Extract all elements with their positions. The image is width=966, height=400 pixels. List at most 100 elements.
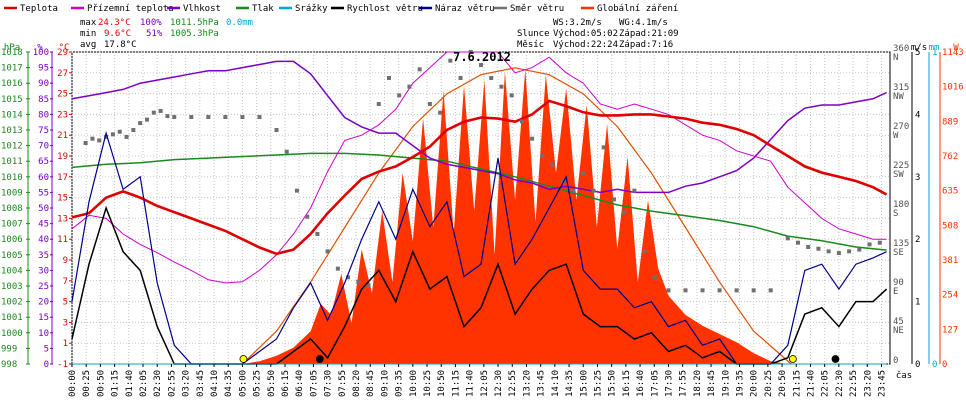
pressure-tick-label: 1015 bbox=[1, 95, 23, 105]
stat-max-label: max bbox=[80, 18, 97, 28]
time-tick-label: 15:00 bbox=[579, 370, 589, 397]
sunset-time: Západ:21:09 bbox=[619, 29, 679, 39]
time-tick-label: 20:50 bbox=[778, 370, 788, 397]
direction-tick-label: SW bbox=[893, 170, 904, 180]
wind-direction-point bbox=[734, 288, 739, 293]
wind-direction-point bbox=[877, 240, 882, 245]
time-tick-label: 10:25 bbox=[423, 370, 433, 397]
wind-direction-point bbox=[356, 279, 361, 284]
wind-direction-point bbox=[325, 249, 330, 254]
legend-label: Vlhkost bbox=[183, 4, 221, 14]
time-tick-label: 09:10 bbox=[380, 370, 390, 397]
time-tick-label: 13:20 bbox=[522, 370, 532, 397]
time-tick-label: 07:30 bbox=[324, 370, 334, 397]
wind-direction-point bbox=[376, 102, 381, 106]
humidity-tick-label: 75 bbox=[38, 126, 49, 136]
time-tick-label: 01:40 bbox=[125, 370, 135, 397]
time-tick-label: 02:30 bbox=[153, 370, 163, 397]
humidity-tick-label: 45 bbox=[38, 220, 49, 230]
wind-direction-point bbox=[427, 102, 432, 106]
wind-direction-point bbox=[189, 115, 194, 119]
time-tick-label: 16:40 bbox=[636, 370, 646, 397]
rain-axis-title: mm bbox=[929, 43, 940, 53]
time-tick-label: 00:00 bbox=[68, 370, 78, 397]
time-tick-label: 10:00 bbox=[409, 370, 419, 397]
legend-label: Globální záření bbox=[597, 4, 678, 14]
wind-direction-point bbox=[509, 93, 514, 98]
time-tick-label: 00:25 bbox=[82, 370, 92, 397]
wind-gust-info: WG:4.1m/s bbox=[619, 18, 668, 28]
humidity-tick-label: 80 bbox=[38, 110, 49, 120]
wind-direction-point bbox=[151, 110, 156, 115]
wind-direction-point bbox=[591, 188, 596, 193]
temperature-tick-label: 5 bbox=[63, 298, 68, 308]
pressure-tick-label: 1016 bbox=[1, 79, 23, 89]
wind-direction-point bbox=[294, 188, 299, 193]
time-tick-label: 15:25 bbox=[593, 370, 603, 397]
wind-direction-point bbox=[785, 236, 790, 241]
humidity-tick-label: 15 bbox=[38, 313, 49, 323]
wind-tick-label: 4 bbox=[915, 110, 920, 120]
time-tick-label: 16:15 bbox=[622, 370, 632, 397]
radiation-tick-label: 1016 bbox=[942, 83, 964, 93]
wind-axis-title: m/s bbox=[911, 43, 927, 53]
legend-label: Náraz větru bbox=[435, 4, 495, 14]
time-tick-label: 17:55 bbox=[679, 370, 689, 397]
direction-tick-label: 0 bbox=[893, 356, 898, 366]
wind-direction-point bbox=[836, 251, 841, 256]
wind-direction-point bbox=[581, 171, 586, 176]
time-tick-label: 20:25 bbox=[764, 370, 774, 397]
humidity-tick-label: 50 bbox=[38, 204, 49, 214]
pressure-line bbox=[71, 152, 887, 251]
wind-direction-point bbox=[867, 242, 872, 247]
stat-max-temp: 24.3°C bbox=[98, 18, 131, 28]
temperature-tick-label: 13 bbox=[57, 214, 68, 224]
temperature-tick-label: 27 bbox=[57, 69, 68, 79]
time-tick-label: 19:10 bbox=[721, 370, 731, 397]
humidity-line bbox=[71, 60, 887, 194]
rain-tick-label: 1 bbox=[932, 48, 937, 58]
legend-label: Rychlost větru bbox=[347, 4, 423, 14]
wind-direction-point bbox=[257, 115, 262, 119]
time-tick-label: 04:10 bbox=[210, 370, 220, 397]
pressure-tick-label: 1009 bbox=[1, 188, 23, 198]
time-tick-label: 06:40 bbox=[295, 370, 305, 397]
humidity-tick-label: 35 bbox=[38, 251, 49, 261]
time-tick-label: 09:35 bbox=[395, 370, 405, 397]
stat-avg-temp: 17.8°C bbox=[104, 40, 137, 50]
humidity-axis-title: % bbox=[37, 43, 43, 53]
humidity-tick-label: 100 bbox=[33, 48, 49, 58]
humidity-tick-label: 70 bbox=[38, 142, 49, 152]
direction-tick-label: 45 bbox=[893, 317, 904, 327]
time-tick-label: 10:50 bbox=[437, 370, 447, 397]
humidity-tick-label: 95 bbox=[38, 64, 49, 74]
pressure-axis-title: hPa bbox=[4, 43, 20, 53]
radiation-tick-label: 254 bbox=[942, 291, 958, 301]
chart-title: 7.6.2012 bbox=[453, 50, 511, 64]
wind-direction-point bbox=[417, 67, 422, 72]
pressure-tick-label: 1013 bbox=[1, 126, 23, 136]
stat-max-rain: 0.0mm bbox=[226, 18, 253, 28]
direction-tick-label: N bbox=[893, 53, 898, 63]
temperature-tick-label: 3 bbox=[63, 318, 68, 328]
wind-direction-point bbox=[240, 115, 245, 119]
radiation-area bbox=[72, 69, 887, 364]
wind-direction-point bbox=[847, 249, 852, 254]
wind-direction-point bbox=[386, 76, 391, 80]
radiation-tick-label: 635 bbox=[942, 187, 958, 197]
time-tick-label: 02:05 bbox=[139, 370, 149, 397]
wind-direction-point bbox=[499, 84, 504, 89]
time-tick-label: 20:00 bbox=[750, 370, 760, 397]
temperature-line bbox=[71, 99, 888, 256]
wind-direction-point bbox=[315, 232, 320, 236]
humidity-tick-label: 25 bbox=[38, 282, 49, 292]
radiation-tick-label: 127 bbox=[942, 325, 958, 335]
wind-direction-point bbox=[622, 210, 627, 215]
wind-direction-point bbox=[448, 58, 453, 63]
moonset-time: Západ:7:16 bbox=[619, 40, 673, 50]
pressure-tick-label: 1005 bbox=[1, 251, 23, 261]
wind-tick-label: 1 bbox=[915, 298, 920, 308]
direction-tick-label: E bbox=[893, 287, 898, 297]
pressure-tick-label: 1001 bbox=[1, 313, 23, 323]
